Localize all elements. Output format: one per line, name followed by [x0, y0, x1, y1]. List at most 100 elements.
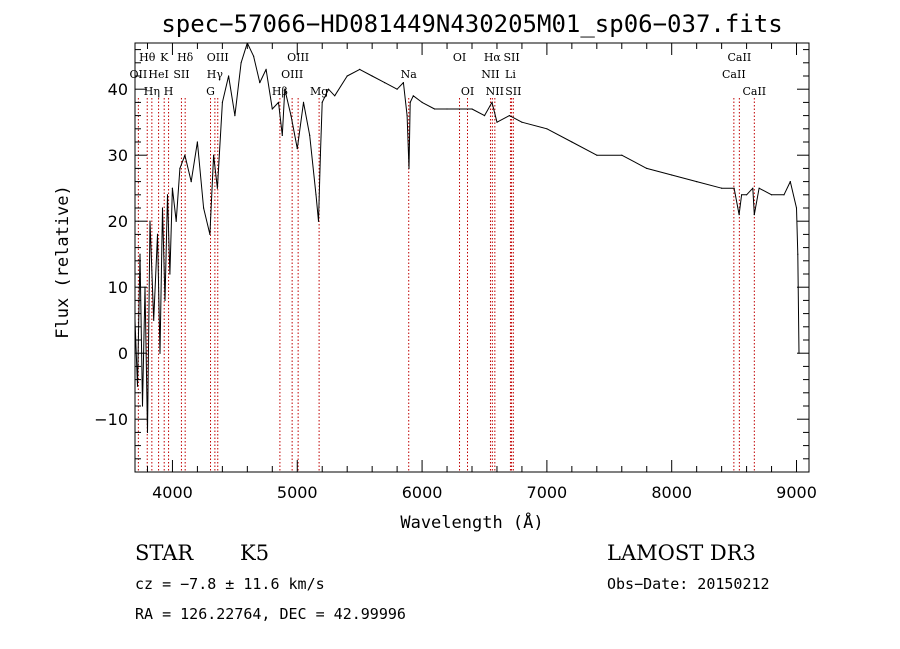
data-point	[771, 194, 773, 196]
data-point	[346, 75, 348, 77]
data-point	[179, 167, 181, 169]
data-point	[153, 319, 155, 321]
data-point	[738, 214, 740, 216]
data-point	[277, 101, 280, 103]
x-axis-label: Wavelength (Å)	[400, 511, 543, 533]
data-point	[190, 181, 192, 183]
data-point	[319, 154, 321, 156]
data-point	[315, 194, 317, 196]
spectral-line-label-15: Na	[401, 68, 418, 81]
spectral-line-label-24: CaII	[728, 51, 752, 64]
data-point	[795, 207, 798, 209]
spectral-line-label-18: Hα	[484, 51, 502, 64]
data-point	[471, 108, 473, 110]
data-point	[271, 108, 273, 110]
spectral-line-label-16: OI	[453, 51, 466, 64]
data-point	[483, 115, 486, 117]
spectral-line-label-13: Hβ	[272, 85, 288, 98]
data-point	[281, 134, 283, 136]
y-tick-label: −10	[94, 410, 128, 429]
data-point	[284, 88, 286, 90]
data-point	[216, 187, 218, 189]
data-point	[384, 82, 386, 84]
series-line-spectrum	[135, 43, 800, 433]
data-point	[789, 181, 791, 183]
spectral-line-markers	[137, 98, 755, 472]
data-point	[733, 187, 735, 189]
x-tick-label: 7000	[527, 483, 568, 502]
data-point	[741, 194, 743, 196]
spectral-line-labels: Hθ OII Hη K HeI H Hδ SII OIII Hγ G OIII OIII Hβ Mg Na OI…	[130, 51, 767, 98]
data-point	[421, 101, 423, 103]
data-point	[596, 154, 598, 156]
data-point	[159, 352, 161, 354]
data-point	[184, 154, 186, 156]
data-point	[696, 181, 698, 183]
data-point	[253, 55, 255, 57]
y-axis-label: Flux (relative)	[53, 185, 73, 339]
data-point	[396, 88, 398, 90]
data-point	[234, 115, 236, 117]
data-point	[571, 141, 573, 143]
spectral-line-label-6: Hδ	[177, 51, 194, 64]
spectral-line-label-3: K	[160, 51, 169, 64]
spectral-line-label-17: OI	[461, 85, 474, 98]
x-tick-label: 4000	[152, 483, 193, 502]
data-point	[175, 220, 177, 222]
object-class: STAR	[135, 541, 194, 565]
data-point	[508, 115, 510, 117]
data-point	[221, 101, 223, 103]
spectral-line-label-7: SII	[173, 68, 189, 81]
data-point	[327, 88, 330, 90]
data-point	[209, 233, 211, 235]
spectral-line-label-25: CaII	[722, 68, 746, 81]
data-point	[721, 187, 723, 189]
spectral-line-label-0: Hθ	[139, 51, 156, 64]
y-tick-label: 40	[108, 80, 128, 99]
data-point	[409, 101, 411, 103]
data-point	[646, 167, 648, 169]
spectral-line-label-8: OIII	[207, 51, 229, 64]
coordinates-text: RA = 126.22764, DEC = 42.99996	[135, 605, 406, 623]
spectral-line-label-20: NII	[486, 85, 504, 98]
data-point	[621, 154, 623, 156]
data-point	[139, 253, 141, 255]
data-point	[228, 75, 230, 77]
spectral-line-label-11: OIII	[287, 51, 309, 64]
data-point	[797, 253, 799, 255]
data-point	[213, 154, 215, 156]
data-point	[402, 82, 404, 84]
data-point	[746, 194, 748, 196]
data-point	[491, 101, 493, 103]
data-point	[752, 187, 754, 189]
data-point	[783, 194, 785, 196]
data-point	[546, 128, 548, 130]
obs-date-text: Obs−Date: 20150212	[607, 575, 770, 593]
spectral-line-label-22: Li	[505, 68, 516, 81]
x-tick-label: 9000	[776, 483, 817, 502]
data-point	[334, 95, 336, 97]
x-tick-label: 6000	[402, 483, 443, 502]
data-point	[753, 214, 755, 216]
spectrum-series	[135, 43, 800, 433]
redshift-text: cz = −7.8 ± 11.6 km/s	[135, 575, 325, 593]
x-tick-label: 8000	[651, 483, 692, 502]
data-point	[521, 121, 523, 123]
spectral-line-label-26: CaII	[742, 85, 766, 98]
object-subclass: K5	[240, 541, 269, 565]
data-point	[412, 95, 414, 97]
data-point	[434, 108, 436, 110]
spectral-line-label-2: Hη	[144, 85, 160, 98]
y-tick-label: 0	[118, 344, 128, 363]
data-point	[164, 299, 166, 301]
data-point	[146, 431, 149, 433]
spectral-line-label-12: OIII	[281, 68, 303, 81]
data-point	[149, 220, 151, 222]
data-point	[296, 148, 298, 150]
spectral-line-label-14: Mg	[310, 85, 328, 98]
data-point	[203, 207, 205, 209]
spectral-line-label-21: SII	[503, 51, 519, 64]
data-point	[321, 101, 323, 103]
spectral-line-label-23: SII	[505, 85, 521, 98]
y-axis-ticks: −10 0 10 20 30 40	[94, 49, 809, 460]
